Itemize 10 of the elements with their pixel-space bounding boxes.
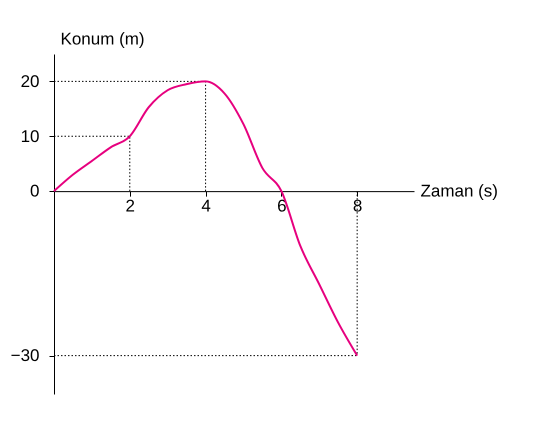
y-axis-title: Konum (m)	[60, 30, 145, 48]
x-tick-label: 6	[277, 196, 287, 216]
x-tick-label: 4	[201, 196, 211, 216]
y-tick-label: 0	[30, 182, 40, 201]
x-tick-label: 2	[126, 196, 136, 216]
y-tick-label: −30	[10, 346, 40, 366]
x-tick-label: 8	[352, 196, 362, 216]
y-tick-label: 10	[20, 126, 40, 146]
y-tick-label: 20	[20, 72, 40, 91]
x-axis-title: Zaman (s)	[420, 182, 498, 201]
